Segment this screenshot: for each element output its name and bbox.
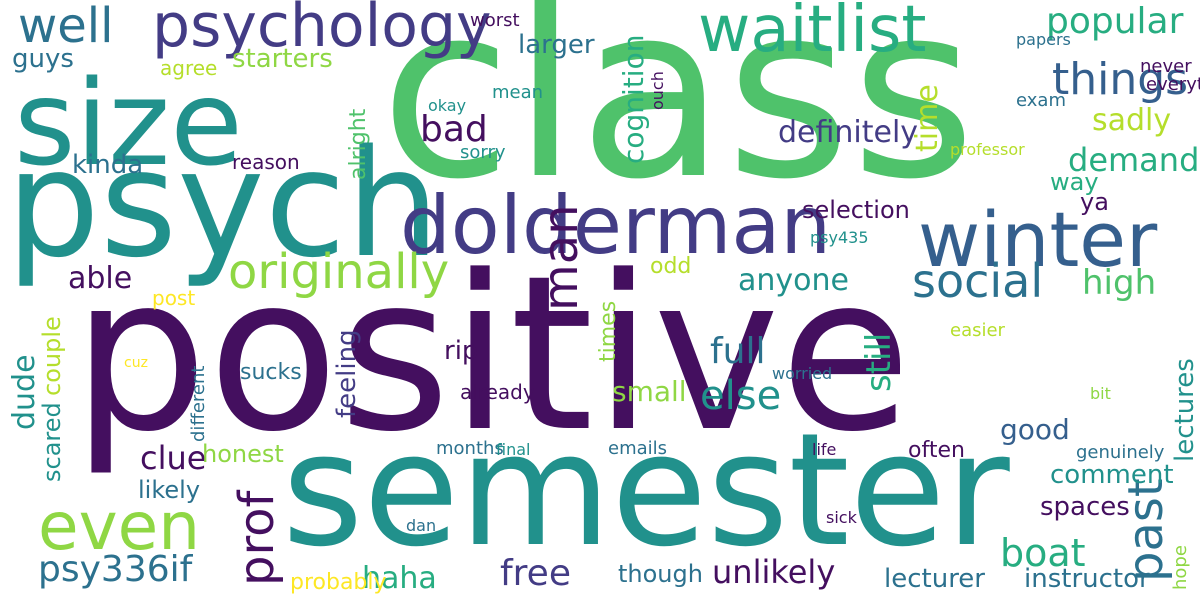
word-else: else [700, 373, 782, 419]
word-bit: though [618, 560, 703, 588]
word-ya: definitely [778, 115, 919, 150]
word-winter: winter [918, 195, 1158, 284]
word-larger: guys [12, 44, 74, 74]
word-small: haha [362, 561, 437, 596]
word-sorry: exam [1016, 90, 1066, 111]
word-reason: instructor [1024, 564, 1150, 594]
word-size: size [14, 54, 243, 192]
word-lecturer: couple [38, 316, 66, 396]
word-selection: kinda [72, 150, 144, 180]
word-post: comment [1050, 460, 1174, 490]
word-social: bad [420, 109, 488, 150]
word-agree: spaces [1040, 492, 1130, 522]
word-worst: sucks [240, 360, 302, 385]
word-high: high [1082, 263, 1157, 303]
word-kinda: likely [138, 476, 201, 504]
word-man: man [533, 204, 589, 311]
word-sick: probably [290, 570, 387, 595]
word-honest: scared [38, 402, 66, 482]
word-way: larger [518, 30, 595, 60]
word-psych: psych [6, 118, 440, 290]
word-mean: professor [950, 140, 1025, 159]
word-scared: okay [428, 96, 467, 115]
word-time: agree [160, 56, 218, 80]
word-alright: ouch [648, 71, 667, 110]
word-couple: mean [492, 82, 544, 103]
word-papers: already [460, 380, 535, 404]
word-final: genuinely [1076, 442, 1165, 463]
word-waitlist: waitlist [698, 0, 927, 67]
word-life: easier [950, 320, 1005, 341]
word-never: worried [772, 364, 833, 383]
word-psy336if: psy336if [38, 549, 193, 590]
word-psy435: emails [608, 438, 668, 459]
word-cognition: still [859, 332, 899, 392]
word-good: selection [802, 196, 910, 224]
word-unlikely: unlikely [712, 553, 836, 591]
word-ouch: never [1140, 56, 1192, 77]
word-comment: ya [1080, 188, 1109, 216]
word-often: odd [650, 254, 692, 279]
word-though: alright [346, 108, 371, 180]
word-originally: originally [228, 244, 450, 300]
word-anyone: dude [7, 354, 42, 430]
word-class: class [380, 0, 976, 232]
word-psychology: psychology [152, 0, 492, 61]
word-prof: prof [229, 490, 285, 586]
word-cuz: cuz [124, 355, 148, 371]
word-easier: dan [406, 516, 437, 535]
word-already: times [596, 300, 621, 362]
word-feeling: reason [232, 150, 300, 174]
word-odd: good [1000, 413, 1070, 446]
word-exam: months [436, 438, 504, 459]
word-professor: final [496, 440, 531, 459]
word-semester: semester [282, 399, 1010, 581]
word-dan: sick [826, 508, 857, 527]
word-definitely: starters [232, 44, 333, 74]
word-emails: bit [1090, 384, 1111, 403]
word-haha: anyone [738, 263, 849, 298]
word-popular: cognition [617, 34, 650, 164]
word-rip: clue [140, 439, 207, 477]
word-times: worst [470, 10, 520, 31]
word-boat: boat [1000, 531, 1086, 575]
word-things: popular [1046, 1, 1184, 42]
word-sadly: sadly [1092, 103, 1172, 138]
word-hope: everything [1146, 74, 1200, 95]
word-different: papers [1016, 30, 1071, 49]
word-probably: lecturer [884, 564, 985, 594]
word-instructor: lectures [1170, 358, 1200, 462]
word-worried: life [812, 440, 837, 459]
word-able: time [910, 84, 945, 152]
word-bad: things [1052, 54, 1189, 105]
word-okay: psy435 [810, 228, 869, 247]
word-everything: different [188, 365, 209, 442]
word-clue: able [68, 261, 133, 296]
word-well: well [18, 0, 114, 54]
word-spaces: way [1050, 168, 1099, 196]
word-sucks: honest [202, 440, 284, 468]
word-dude: post [152, 286, 196, 310]
word-starters: feeling [332, 329, 362, 418]
word-likely: rip [444, 336, 479, 366]
word-still: social [912, 254, 1044, 308]
word-positive: positive [72, 230, 912, 479]
word-lectures: sorry [460, 142, 506, 163]
word-guys: small [612, 375, 687, 408]
word-genuinely: hope [1170, 545, 1191, 590]
word-free: free [500, 553, 571, 594]
word-dolderman: dolderman [400, 179, 832, 272]
word-demand: demand [1068, 141, 1200, 179]
word-even: even [38, 488, 201, 565]
word-months: often [908, 438, 965, 463]
word-full: full [710, 331, 766, 372]
